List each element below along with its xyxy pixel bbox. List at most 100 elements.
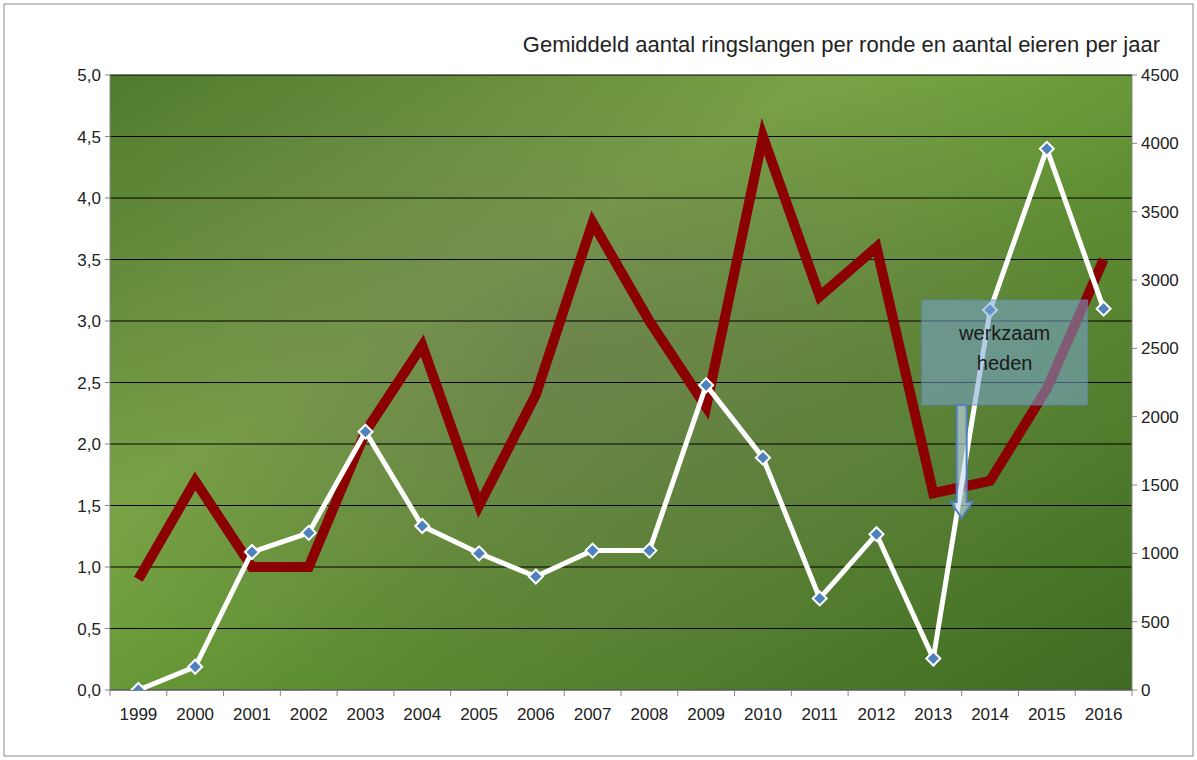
series-line — [138, 149, 1103, 690]
series-marker — [586, 544, 600, 558]
y2-tick — [1132, 75, 1137, 76]
x-tick-label: 1999 — [119, 705, 157, 724]
chart-frame — [4, 4, 1193, 756]
y2-tick-label: 3000 — [1141, 271, 1179, 290]
annotation-line: werkzaam — [958, 322, 1050, 344]
y-tick-label: 1,0 — [77, 558, 101, 577]
x-tick-label: 2000 — [176, 705, 214, 724]
y-tick-label: 2,5 — [77, 374, 101, 393]
y-tick — [105, 198, 110, 199]
y-tick — [105, 136, 110, 137]
x-tick — [450, 690, 451, 696]
y-axis — [110, 75, 111, 690]
y-tick — [105, 321, 110, 322]
x-tick — [1132, 690, 1133, 696]
y2-tick-label: 4000 — [1141, 134, 1179, 153]
x-tick — [1075, 690, 1076, 696]
x-tick-label: 2014 — [971, 705, 1009, 724]
series-marker — [699, 378, 713, 392]
x-tick-label: 2002 — [290, 705, 328, 724]
grid-line — [110, 444, 1132, 445]
y-tick — [105, 259, 110, 260]
x-tick — [166, 690, 167, 696]
annotation-box — [922, 300, 1088, 405]
series-marker — [870, 527, 884, 541]
series-marker — [756, 451, 770, 465]
x-tick-label: 2008 — [630, 705, 668, 724]
x-tick — [677, 690, 678, 696]
y-tick-label: 2,0 — [77, 435, 101, 454]
y-tick — [105, 690, 110, 691]
y2-tick-label: 3500 — [1141, 203, 1179, 222]
series-marker — [302, 526, 316, 540]
x-tick — [961, 690, 962, 696]
y-tick — [105, 382, 110, 383]
series-group — [131, 137, 1110, 691]
x-tick — [507, 690, 508, 696]
y2-tick-label: 0 — [1141, 681, 1150, 700]
grid-line — [110, 505, 1132, 506]
x-tick-label: 2016 — [1085, 705, 1123, 724]
x-tick — [564, 690, 565, 696]
x-tick-label: 2006 — [517, 705, 555, 724]
y2-tick-label: 500 — [1141, 613, 1169, 632]
x-tick — [1018, 690, 1019, 696]
series-marker — [926, 652, 940, 666]
y-tick-label: 5,0 — [77, 66, 101, 85]
y-tick-label: 4,0 — [77, 189, 101, 208]
series-marker — [359, 425, 373, 439]
x-tick — [734, 690, 735, 696]
y-tick-label: 1,5 — [77, 497, 101, 516]
annotation-arrow — [951, 405, 973, 518]
chart-title: Gemiddeld aantal ringslangen per ronde e… — [523, 32, 1160, 57]
y2-tick — [1132, 621, 1137, 622]
y-tick-label: 3,0 — [77, 312, 101, 331]
x-tick-label: 2001 — [233, 705, 271, 724]
y2-tick — [1132, 553, 1137, 554]
x-tick-label: 2003 — [347, 705, 385, 724]
y2-tick — [1132, 690, 1137, 691]
grid-line — [110, 75, 1132, 76]
y2-tick-label: 4500 — [1141, 66, 1179, 85]
x-tick-label: 2004 — [403, 705, 441, 724]
x-tick — [110, 690, 111, 696]
y-tick-label: 0,0 — [77, 681, 101, 700]
series-marker — [1040, 142, 1054, 156]
y2-tick — [1132, 485, 1137, 486]
y-tick-label: 3,5 — [77, 251, 101, 270]
y2-tick-label: 2500 — [1141, 339, 1179, 358]
series-marker — [529, 570, 543, 584]
series-marker — [245, 545, 259, 559]
series-marker — [642, 544, 656, 558]
series-marker — [131, 683, 145, 690]
x-tick — [848, 690, 849, 696]
x-tick-label: 2009 — [687, 705, 725, 724]
x-tick-label: 2015 — [1028, 705, 1066, 724]
y-tick — [105, 444, 110, 445]
grid-line — [110, 198, 1132, 199]
series-marker — [1097, 302, 1111, 316]
x-tick-label: 2007 — [574, 705, 612, 724]
y2-tick — [1132, 280, 1137, 281]
x-tick — [791, 690, 792, 696]
y2-tick — [1132, 143, 1137, 144]
annotation-text: werkzaamheden — [958, 322, 1050, 374]
x-tick-label: 2012 — [858, 705, 896, 724]
y-tick — [105, 628, 110, 629]
grid-line — [110, 259, 1132, 260]
grid-line — [110, 628, 1132, 629]
x-tick — [223, 690, 224, 696]
y2-tick-label: 1500 — [1141, 476, 1179, 495]
y2-tick — [1132, 416, 1137, 417]
y2-tick-label: 2000 — [1141, 408, 1179, 427]
x-tick-label: 2013 — [914, 705, 952, 724]
y-tick — [105, 505, 110, 506]
series-marker — [188, 660, 202, 674]
x-tick — [393, 690, 394, 696]
grid-line — [110, 136, 1132, 137]
plot-background — [110, 75, 1132, 690]
series-marker — [813, 591, 827, 605]
x-tick-label: 2010 — [744, 705, 782, 724]
series-marker — [415, 519, 429, 533]
y2-axis — [1132, 75, 1133, 690]
